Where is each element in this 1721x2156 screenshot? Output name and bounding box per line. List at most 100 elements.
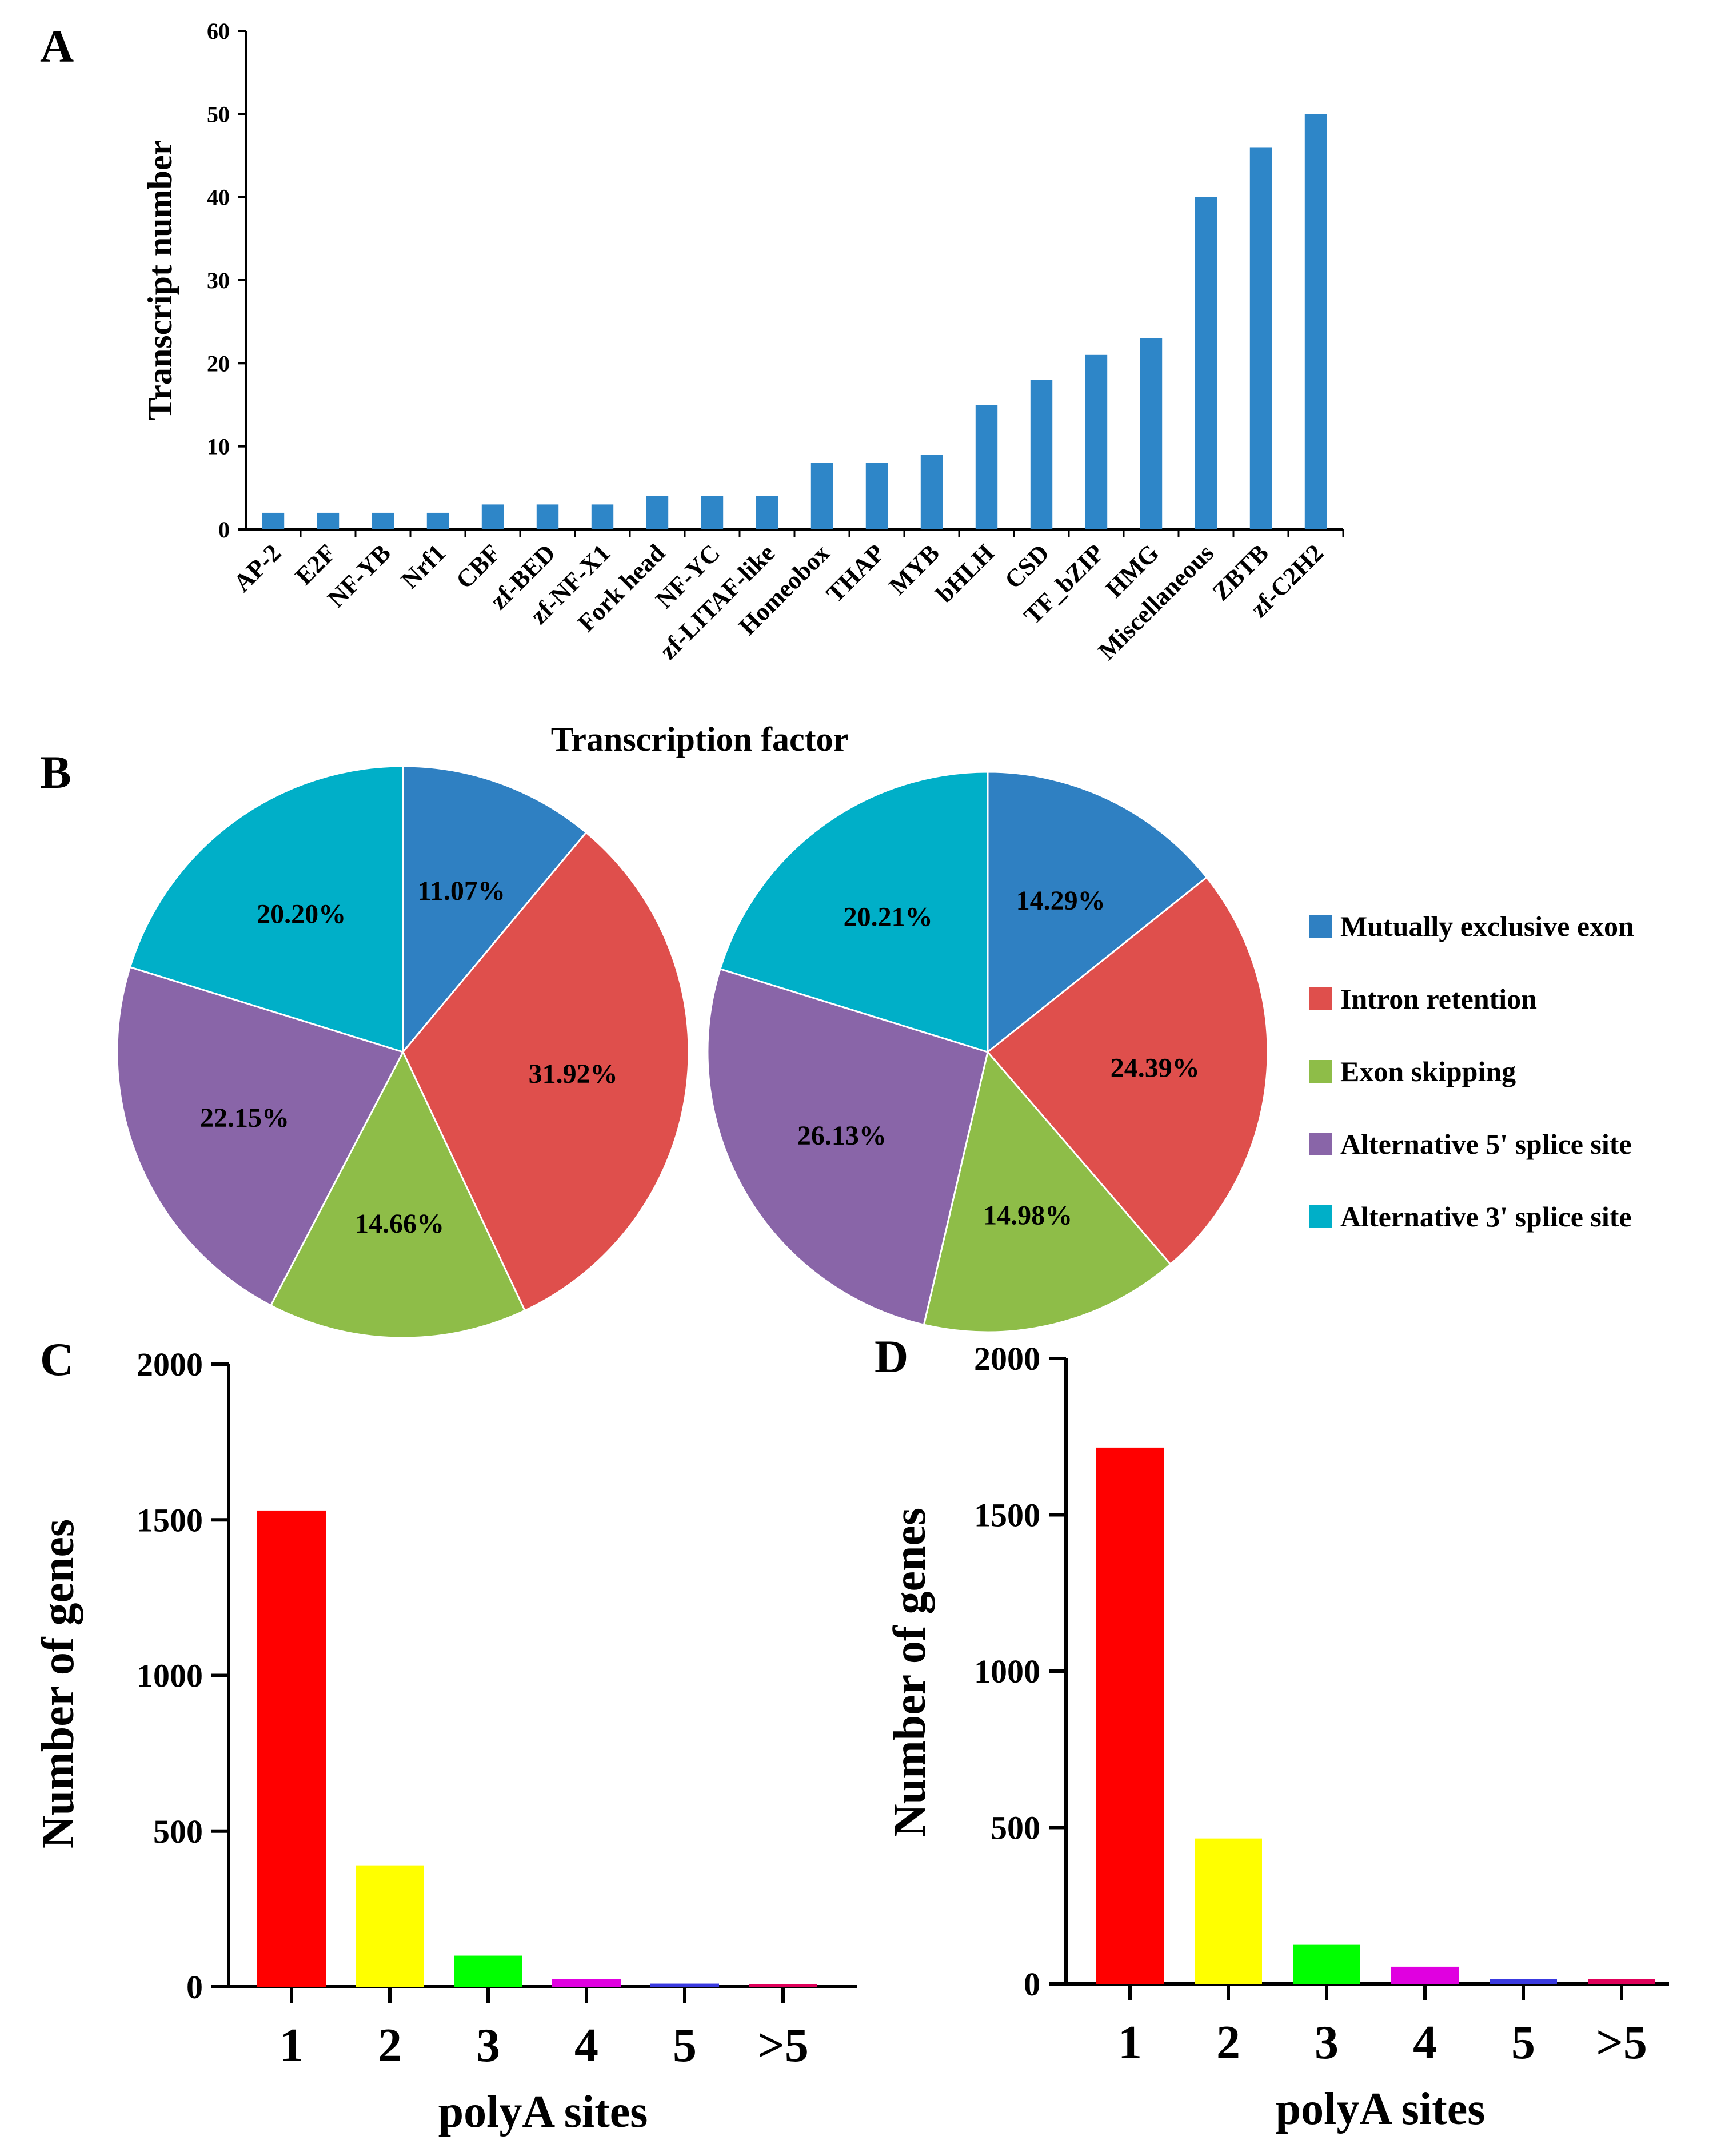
chart-a-y-tick-label: 40 — [207, 185, 230, 210]
pie-chart-1: 11.07% 31.92% 14.66% 22.15% 20.20% — [116, 765, 690, 1339]
chart-a-bar — [701, 496, 724, 529]
chart-d-y-tick-label: 1000 — [974, 1653, 1040, 1690]
pie-2-slice — [719, 771, 989, 1054]
pie-1-slice-label: 14.66% — [355, 1209, 444, 1239]
chart-c-x-tick-label: 2 — [378, 2019, 402, 2072]
chart-c-bar — [552, 1979, 621, 1987]
chart-d-bar — [1195, 1838, 1262, 1984]
pie-2-slice-label: 14.98% — [983, 1201, 1072, 1231]
chart-a-y-tick-label: 30 — [207, 268, 230, 293]
pie-1-slice — [402, 765, 588, 1055]
pie-2-slice-label: 14.29% — [1016, 886, 1105, 916]
chart-c-x-tick-label: 1 — [279, 2019, 304, 2072]
chart-a-bar — [262, 512, 285, 529]
chart-c-bar — [650, 1983, 719, 1987]
pie-1-slice-label: 11.07% — [418, 876, 505, 906]
chart-d-y-tick-label: 500 — [991, 1810, 1040, 1847]
legend-swatch — [1309, 987, 1332, 1010]
chart-d: 0 500 1000 1500 2000 1 2 3 4 5 >5 Number of genes… — [885, 1340, 1669, 2134]
chart-a-x-tick-label: bHLH — [931, 539, 1000, 608]
chart-c-y-tick-label: 500 — [153, 1813, 203, 1850]
pie-1-slice-label: 20.20% — [257, 899, 346, 929]
chart-c-bar — [454, 1955, 522, 1987]
chart-c-y-tick-label: 1000 — [137, 1657, 203, 1695]
pie-2-slice — [706, 967, 989, 1326]
chart-a-bar — [756, 496, 778, 529]
pie-2-slice-label: 20.21% — [844, 902, 933, 932]
panel-label-b: B — [40, 746, 71, 798]
chart-a-bar — [1030, 380, 1053, 529]
chart-a-x-tick-label: Nrf1 — [396, 539, 451, 594]
chart-a-y-axis-title: Transcript number — [141, 140, 179, 421]
chart-d-bar — [1096, 1447, 1164, 1984]
pie-1-slice — [129, 765, 404, 1054]
panel-label-c: C — [40, 1333, 74, 1385]
pie-2-slice-label: 26.13% — [797, 1121, 887, 1151]
chart-c-y-tick-label: 1500 — [137, 1501, 203, 1539]
chart-d-x-tick-label: 3 — [1315, 2016, 1339, 2069]
legend-swatch — [1309, 1060, 1332, 1083]
legend-label: Intron retention — [1340, 983, 1537, 1015]
panel-label-d: D — [875, 1330, 908, 1382]
pie-2-slice — [987, 771, 1208, 1054]
chart-c-bar — [257, 1510, 326, 1987]
chart-a-y-tick-label: 20 — [207, 350, 230, 376]
chart-a-y-tick-label: 60 — [207, 18, 230, 44]
chart-a-bar — [975, 405, 998, 529]
chart-d-x-tick-label: 2 — [1216, 2016, 1240, 2069]
chart-c-x-tick-label: >5 — [757, 2019, 809, 2072]
chart-c-x-tick-label: 3 — [476, 2019, 500, 2072]
pie-1-slice-label: 22.15% — [200, 1103, 289, 1133]
chart-d-x-tick-label: 4 — [1413, 2016, 1437, 2069]
chart-a-bar — [1085, 354, 1108, 529]
legend-label: Alternative 3' splice site — [1340, 1201, 1632, 1233]
chart-a-x-tick-label: NF-YB — [322, 539, 396, 613]
chart-c-bar — [749, 1984, 817, 1987]
chart-a-bar — [1195, 197, 1217, 530]
pie-legend: Mutually exclusive exon Intron retention E… — [1309, 910, 1634, 1233]
chart-d-y-tick-label: 0 — [1024, 1966, 1040, 2003]
pie-2-slice — [986, 876, 1269, 1266]
chart-a-bar — [646, 496, 669, 529]
chart-b: 11.07% 31.92% 14.66% 22.15% 20.20% 14.29% 24.… — [116, 765, 1634, 1339]
chart-d-x-axis-title: polyA sites — [1276, 2084, 1486, 2134]
chart-a-y-tick-label: 0 — [218, 517, 230, 543]
chart-a-bar — [920, 455, 943, 529]
chart-a-bar — [865, 463, 888, 529]
chart-d-bar — [1490, 1979, 1557, 1984]
chart-a-bar — [810, 463, 833, 529]
chart-d-x-tick-label: 5 — [1511, 2016, 1535, 2069]
chart-d-x-tick-label: >5 — [1596, 2016, 1647, 2069]
chart-c-y-tick-label: 0 — [186, 1968, 203, 2006]
chart-a-bar — [591, 504, 614, 529]
panel-label-a: A — [40, 20, 74, 72]
chart-a-bar — [372, 512, 394, 529]
chart-a-bar — [1249, 147, 1272, 529]
chart-d-bar — [1293, 1944, 1360, 1984]
chart-a-bar — [481, 504, 504, 529]
chart-a-x-tick-label: AP-2 — [228, 539, 286, 597]
chart-c: 0 500 1000 1500 2000 1 2 3 4 5 >5 Number of genes… — [33, 1346, 857, 2137]
chart-a-bar — [1304, 114, 1327, 530]
chart-a-bar — [426, 512, 449, 529]
chart-a-bar — [317, 512, 340, 529]
chart-c-x-tick-label: 4 — [574, 2019, 598, 2072]
legend-label: Exon skipping — [1340, 1055, 1516, 1087]
chart-d-y-tick-label: 1500 — [974, 1497, 1040, 1534]
legend-label: Mutually exclusive exon — [1340, 910, 1634, 942]
chart-c-x-axis-title: polyA sites — [438, 2087, 648, 2137]
chart-d-bar — [1588, 1979, 1655, 1984]
legend-swatch — [1309, 915, 1332, 938]
pie-chart-2: 14.29% 24.39% 14.98% 26.13% 20.21% — [706, 771, 1269, 1333]
chart-c-y-tick-label: 2000 — [137, 1346, 203, 1383]
chart-c-y-axis-title: Number of genes — [33, 1519, 83, 1848]
legend-swatch — [1309, 1205, 1332, 1228]
pie-1-slice — [269, 1050, 526, 1339]
chart-a-y-tick-label: 50 — [207, 101, 230, 127]
chart-a-x-axis-title: Transcription factor — [551, 720, 848, 758]
pie-1-slice — [116, 966, 405, 1307]
chart-d-x-tick-label: 1 — [1118, 2016, 1142, 2069]
chart-d-bar — [1391, 1966, 1459, 1984]
chart-a-bar — [536, 504, 559, 529]
